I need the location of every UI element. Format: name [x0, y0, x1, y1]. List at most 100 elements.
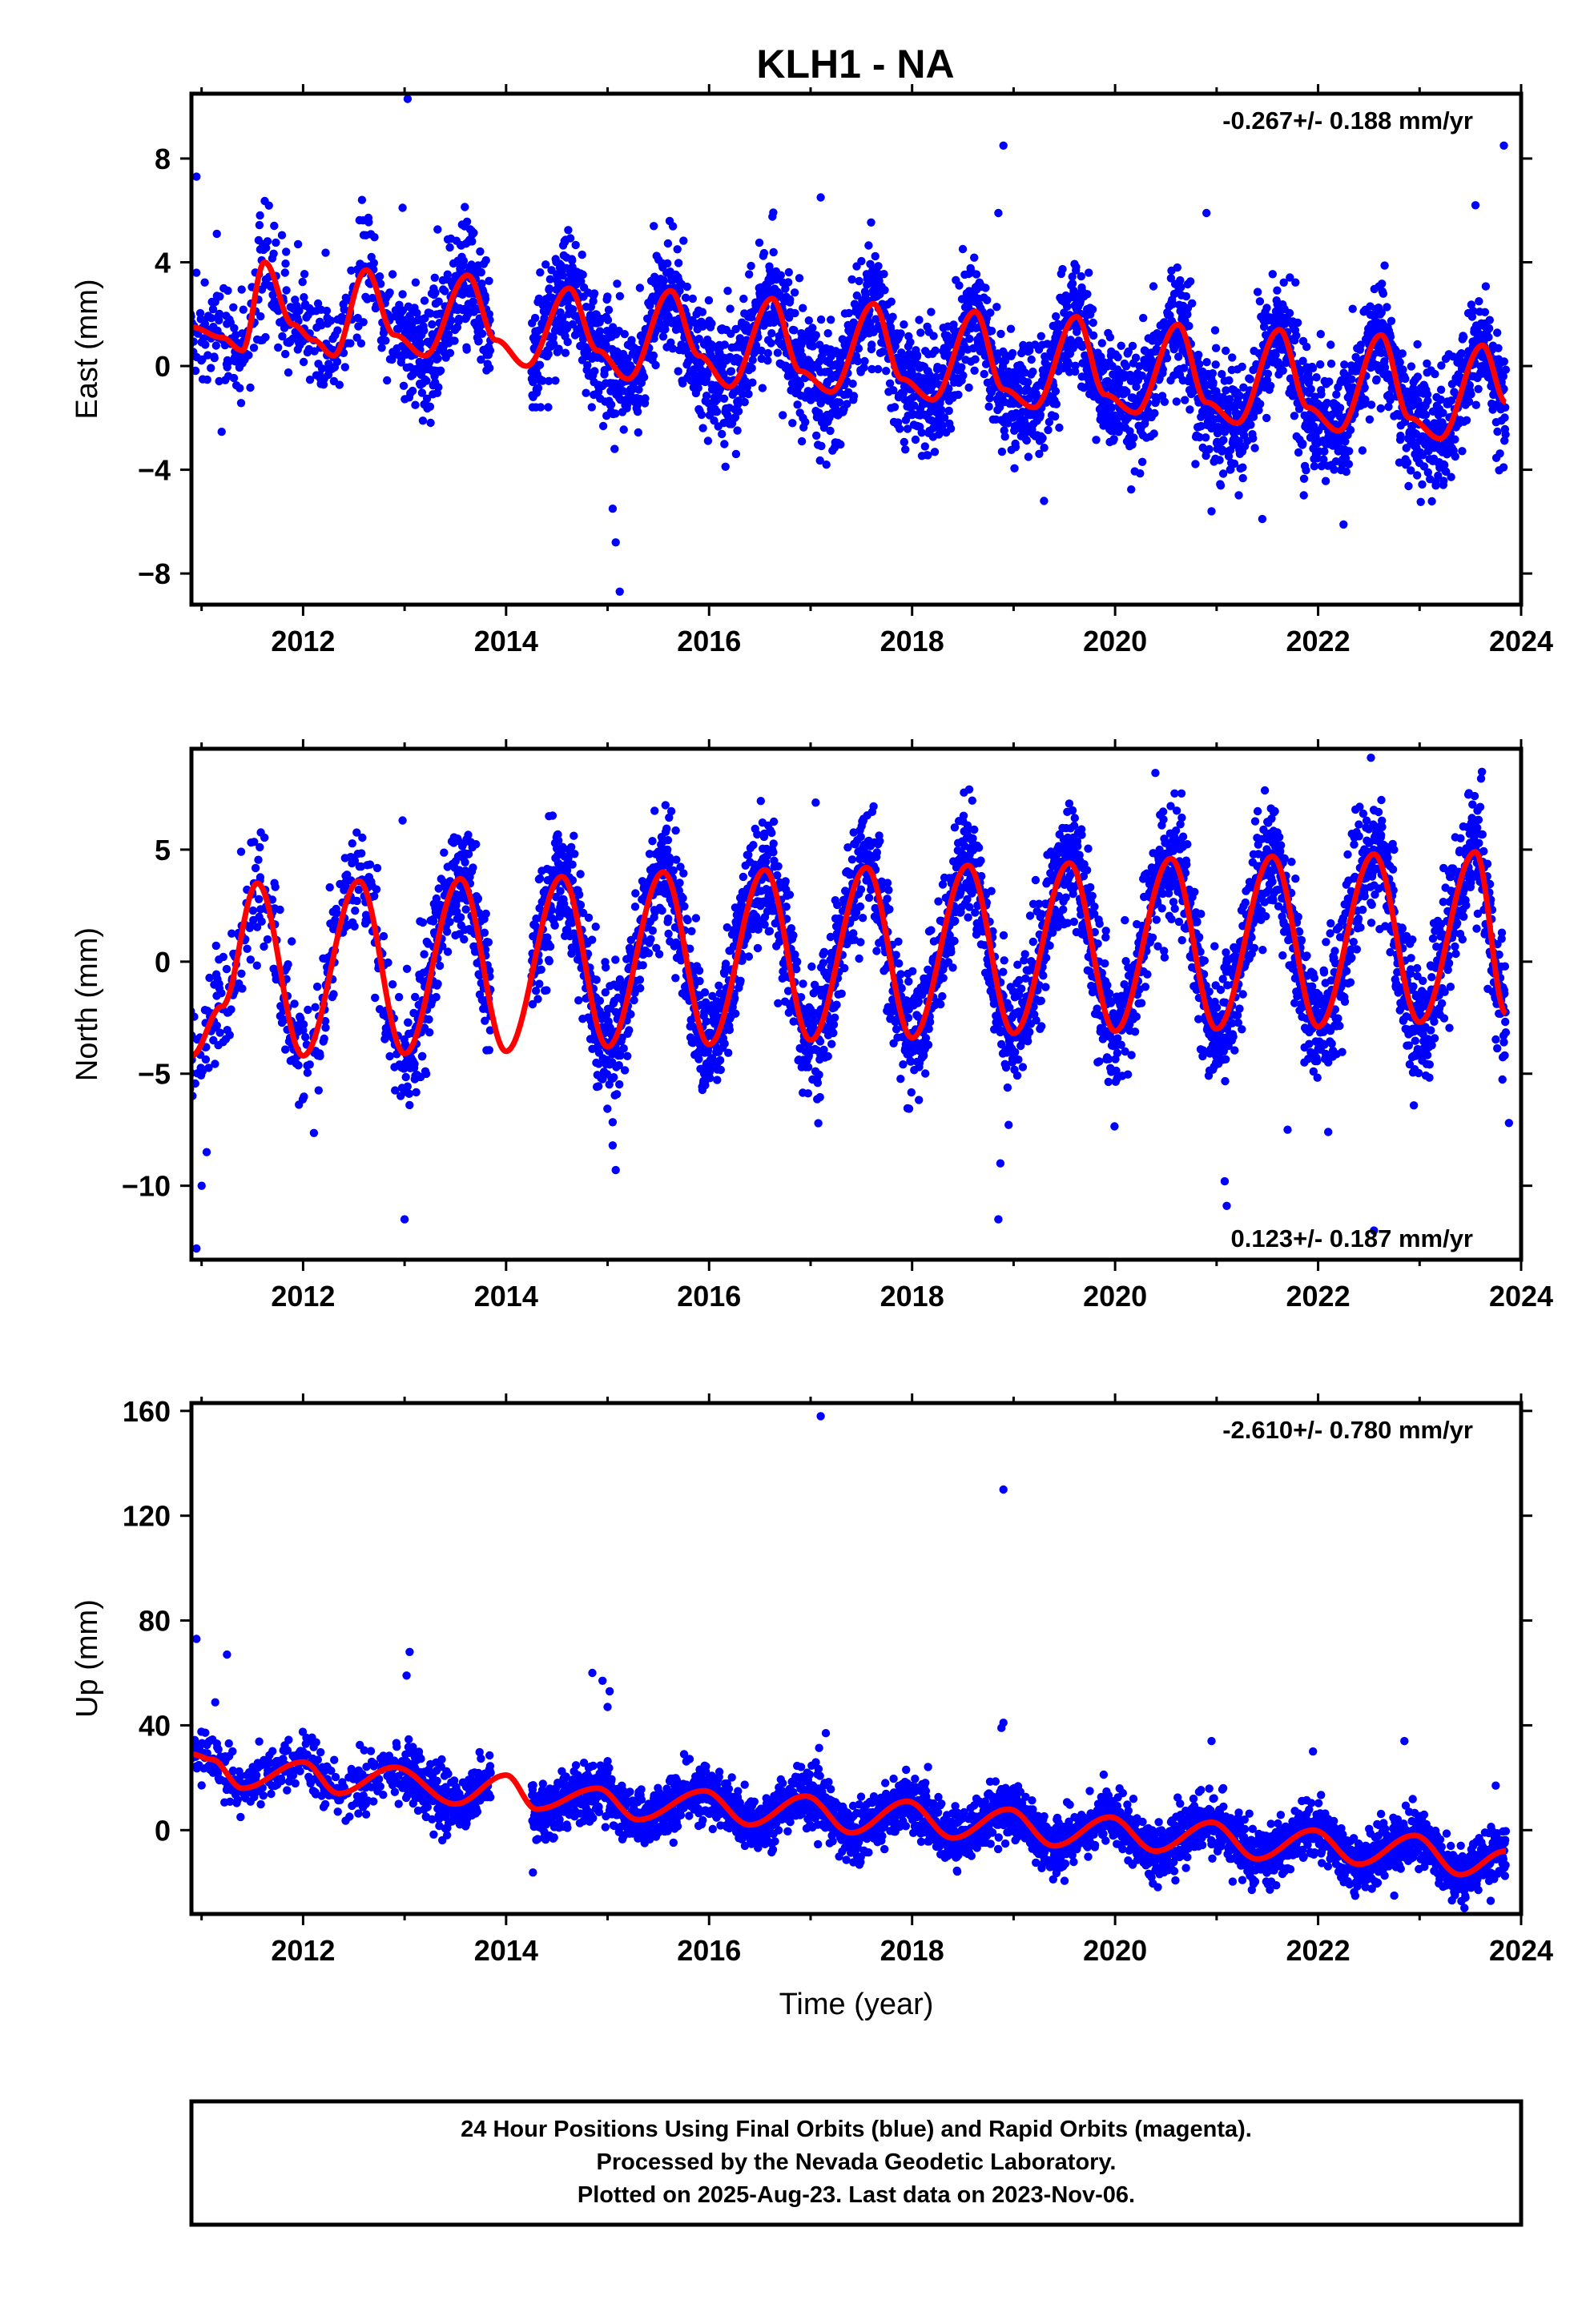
east-data-point: [420, 296, 429, 305]
north-data-point: [365, 860, 375, 869]
east-data-point: [1308, 364, 1318, 372]
east-data-point: [462, 217, 472, 226]
east-data-point: [332, 357, 342, 366]
east-data-point: [739, 294, 748, 304]
north-data-point: [402, 964, 412, 974]
east-data-point: [1372, 375, 1381, 384]
east-data-point: [533, 384, 543, 392]
east-data-point: [321, 248, 330, 257]
east-data-point: [888, 312, 897, 321]
north-data-point: [420, 950, 429, 959]
east-data-point: [1423, 359, 1431, 368]
east-data-point: [544, 403, 553, 412]
east-data-point: [767, 339, 775, 348]
east-data-point: [1299, 491, 1308, 500]
figure-title: KLH1 - NA: [756, 42, 954, 86]
east-data-point: [1342, 467, 1351, 476]
east-data-point: [815, 456, 824, 465]
east-data-point: [1413, 340, 1422, 349]
east-data-point: [972, 270, 981, 279]
east-data-point: [551, 376, 560, 385]
east-data-point: [1181, 396, 1189, 404]
east-data-point: [721, 462, 730, 471]
east-data-point: [577, 277, 586, 286]
east-data-point: [1024, 452, 1033, 461]
east-data-point: [970, 253, 979, 262]
east-data-point: [727, 367, 736, 376]
east-data-point: [1205, 444, 1214, 454]
east-data-point: [256, 312, 265, 321]
east-data-point: [1249, 434, 1258, 443]
north-data-point: [394, 992, 404, 1002]
north-data-point: [412, 1088, 421, 1097]
east-data-point: [1431, 481, 1440, 490]
east-data-point: [255, 220, 264, 230]
east-data-point: [399, 381, 409, 390]
east-data-point: [1107, 403, 1117, 412]
east-data-point: [1256, 400, 1265, 408]
east-data-point: [530, 313, 540, 323]
east-data-point: [900, 395, 909, 404]
east-data-point: [1316, 330, 1326, 339]
east-data-point: [688, 294, 697, 304]
east-data-point: [541, 260, 550, 269]
east-data-point: [568, 256, 577, 265]
east-x-tick-label: 2018: [880, 625, 944, 657]
east-data-point: [476, 247, 485, 256]
east-data-point: [215, 309, 224, 319]
east-data-point: [326, 316, 336, 325]
east-data-point: [861, 291, 870, 300]
east-data-point: [1474, 384, 1483, 393]
east-outlier-point: [1499, 141, 1508, 150]
east-data-point: [609, 323, 618, 332]
east-data-point: [1484, 332, 1493, 342]
east-data-point: [1051, 387, 1061, 396]
east-data-point: [763, 356, 772, 365]
east-data-point: [1293, 318, 1302, 328]
north-data-point: [304, 1005, 312, 1015]
east-data-point: [604, 305, 614, 315]
east-data-point: [428, 320, 437, 329]
east-data-point: [1215, 456, 1224, 464]
east-data-point: [545, 275, 554, 283]
east-data-point: [726, 304, 735, 313]
north-data-point: [442, 927, 452, 936]
east-data-point: [467, 260, 476, 269]
east-data-point: [1085, 268, 1093, 277]
east-data-point: [733, 426, 742, 435]
north-data-point: [357, 849, 366, 858]
east-data-point: [229, 373, 239, 383]
east-data-point: [313, 299, 323, 308]
east-data-point: [611, 409, 620, 418]
east-data-point: [997, 447, 1007, 456]
east-data-point: [420, 326, 429, 335]
east-data-point: [1211, 360, 1220, 369]
east-data-point: [719, 394, 729, 403]
east-data-point: [734, 407, 743, 416]
east-data-point: [1387, 316, 1396, 325]
east-data-point: [477, 329, 487, 338]
north-data-point: [548, 811, 557, 820]
east-data-point: [1376, 404, 1386, 413]
east-data-point: [635, 283, 645, 292]
east-data-point: [264, 201, 273, 210]
east-data-point: [422, 376, 431, 385]
east-data-point: [598, 421, 608, 431]
east-data-point: [529, 377, 537, 387]
east-data-point: [1325, 377, 1334, 386]
east-data-point: [1109, 435, 1118, 444]
east-data-point: [781, 284, 790, 293]
east-data-point: [590, 367, 599, 376]
east-data-point: [983, 296, 992, 304]
east-data-point: [262, 243, 271, 252]
east-data-point: [200, 320, 210, 328]
east-data-point: [261, 332, 270, 342]
east-data-point: [1037, 332, 1046, 340]
north-data-point: [432, 992, 441, 1002]
east-data-point: [804, 316, 813, 325]
east-data-point: [274, 307, 283, 316]
east-data-point: [364, 218, 373, 227]
east-data-point: [210, 353, 219, 363]
east-data-point: [1273, 286, 1282, 295]
east-data-point: [1181, 292, 1191, 301]
